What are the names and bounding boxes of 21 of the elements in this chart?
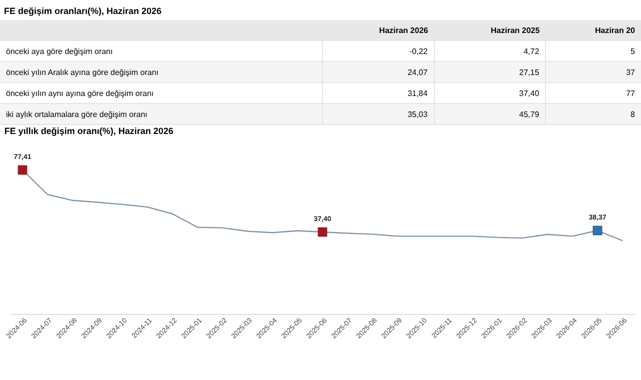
text: 77 — [626, 88, 635, 98]
text: 31,84 — [408, 88, 428, 98]
category-label: önceki yılın Aralık ayına göre değişim oranı — [6, 68, 159, 76]
text: FE değişim oranları(%), Haziran 2026 — [4, 6, 163, 16]
chart-title: FE yıllık değişim oranı(%), Haziran 2026 — [4, 126, 174, 136]
text: 27,15 — [519, 68, 540, 76]
category-label: iki aylık ortalamalara göre değişim oranı — [6, 110, 148, 118]
text: 24,07 — [408, 68, 428, 76]
category-label: Haziran 2026 — [322, 20, 434, 40]
text: 4,72 — [524, 46, 540, 56]
text: -0,22 — [409, 46, 428, 56]
text: 45,79 — [519, 110, 540, 118]
text: 8 — [630, 110, 635, 118]
category-label: Haziran 2025 — [434, 20, 546, 40]
category-label: Haziran 20 — [546, 20, 641, 40]
category-label: önceki yılın aynı ayına göre değişim oranı — [6, 88, 154, 98]
text: 5 — [630, 46, 635, 56]
category-label: önceki aya göre değişim oranı — [6, 46, 113, 56]
text: 37 — [626, 68, 635, 76]
text: 35,03 — [408, 110, 428, 118]
text: 37,40 — [519, 88, 540, 98]
